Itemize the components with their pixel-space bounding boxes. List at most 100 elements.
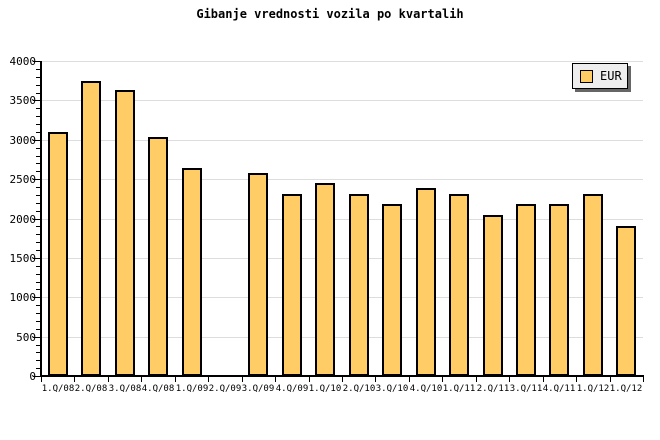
- y-axis-line: [40, 61, 42, 377]
- y-tick-label: 3000: [9, 134, 37, 147]
- y-tick: [36, 360, 40, 361]
- x-category-label: 1.Q/09: [175, 384, 209, 394]
- x-category-label: 4.Q/10: [409, 384, 443, 394]
- y-tick: [36, 203, 40, 204]
- y-gridline: [42, 219, 643, 220]
- bar: [449, 194, 469, 376]
- y-tick: [36, 289, 40, 290]
- x-category-label: 2.Q/10: [342, 384, 376, 394]
- y-tick: [36, 195, 40, 196]
- y-gridline: [42, 337, 643, 338]
- y-tick: [36, 171, 40, 172]
- y-tick: [36, 156, 40, 157]
- x-tick: [342, 377, 343, 382]
- bar: [115, 90, 135, 376]
- bar: [549, 204, 569, 376]
- y-tick: [36, 132, 40, 133]
- y-gridline: [42, 61, 643, 62]
- y-tick: [36, 226, 40, 227]
- y-tick: [36, 352, 40, 353]
- x-tick: [108, 377, 109, 382]
- y-tick: [36, 124, 40, 125]
- y-tick: [36, 282, 40, 283]
- y-tick: [36, 116, 40, 117]
- y-tick: [36, 313, 40, 314]
- x-category-label: 2.Q/08: [74, 384, 108, 394]
- y-tick: [33, 219, 40, 220]
- y-tick: [33, 376, 40, 377]
- x-tick: [543, 377, 544, 382]
- y-tick: [33, 100, 40, 101]
- y-tick: [33, 140, 40, 141]
- y-tick-label: 1500: [9, 252, 37, 265]
- y-tick: [33, 337, 40, 338]
- x-category-label: 1.Q/10: [308, 384, 342, 394]
- x-tick: [208, 377, 209, 382]
- y-tick: [36, 108, 40, 109]
- y-tick-label: 2500: [9, 173, 37, 186]
- y-tick-label: 4000: [9, 55, 37, 68]
- y-tick: [36, 250, 40, 251]
- y-tick: [36, 305, 40, 306]
- y-tick-label: 1000: [9, 291, 37, 304]
- x-tick: [309, 377, 310, 382]
- bar: [48, 132, 68, 376]
- y-tick-label: 3500: [9, 94, 37, 107]
- x-axis-line: [40, 375, 644, 377]
- x-category-label: 4.Q/09: [275, 384, 309, 394]
- legend-swatch-icon: [580, 69, 593, 83]
- x-category-label: 4.Q/11: [542, 384, 576, 394]
- y-tick: [33, 297, 40, 298]
- y-tick: [36, 242, 40, 243]
- bar: [616, 226, 636, 376]
- y-tick: [33, 179, 40, 180]
- chart-title: Gibanje vrednosti vozila po kvartalih: [196, 7, 464, 21]
- x-tick: [643, 377, 644, 382]
- y-gridline: [42, 179, 643, 180]
- bar: [416, 188, 436, 376]
- y-tick: [36, 85, 40, 86]
- y-tick: [36, 274, 40, 275]
- x-category-label: 1.Q/12: [609, 384, 643, 394]
- x-category-label: 1.Q/11: [442, 384, 476, 394]
- x-tick: [275, 377, 276, 382]
- x-tick: [41, 377, 42, 382]
- x-category-label: 1.Q/08: [41, 384, 75, 394]
- x-tick: [74, 377, 75, 382]
- x-category-label: 2.Q/09: [208, 384, 242, 394]
- bar: [583, 194, 603, 376]
- bar: [148, 137, 168, 376]
- y-tick: [36, 368, 40, 369]
- y-gridline: [42, 297, 643, 298]
- bar: [382, 204, 402, 376]
- x-tick: [175, 377, 176, 382]
- x-tick: [375, 377, 376, 382]
- x-tick: [610, 377, 611, 382]
- x-tick: [141, 377, 142, 382]
- y-tick: [36, 93, 40, 94]
- x-category-label: 3.Q/10: [375, 384, 409, 394]
- y-tick: [36, 187, 40, 188]
- x-category-label: 3.Q/09: [241, 384, 275, 394]
- x-tick: [509, 377, 510, 382]
- bar: [81, 81, 101, 376]
- bar: [182, 168, 202, 376]
- x-category-label: 1.Q/12: [576, 384, 610, 394]
- y-tick: [36, 148, 40, 149]
- legend-label: EUR: [600, 69, 622, 83]
- y-tick: [33, 61, 40, 62]
- y-gridline: [42, 140, 643, 141]
- x-category-label: 4.Q/08: [141, 384, 175, 394]
- x-tick: [442, 377, 443, 382]
- legend-box: EUR: [572, 63, 628, 89]
- y-tick: [33, 258, 40, 259]
- y-tick: [36, 163, 40, 164]
- y-gridline: [42, 100, 643, 101]
- x-category-label: 2.Q/11: [476, 384, 510, 394]
- y-tick-label: 2000: [9, 213, 37, 226]
- y-tick: [36, 211, 40, 212]
- x-tick: [409, 377, 410, 382]
- y-tick: [36, 77, 40, 78]
- y-tick: [36, 234, 40, 235]
